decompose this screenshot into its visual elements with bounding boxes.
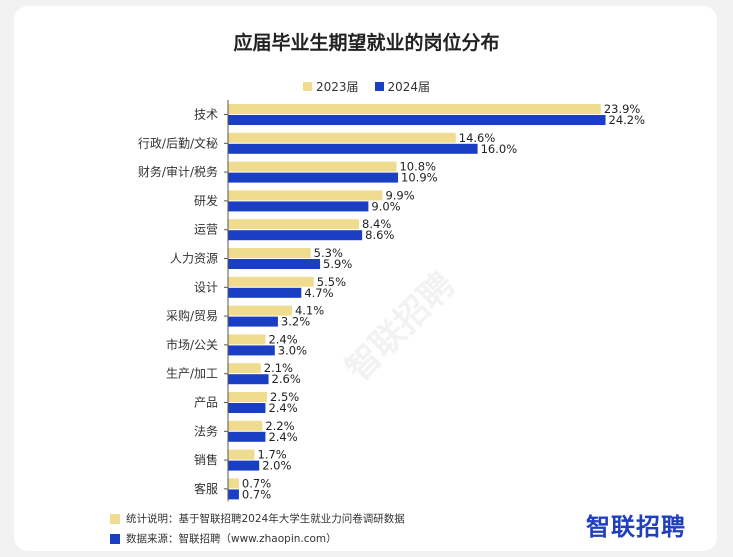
footer-source-swatch [110, 533, 120, 544]
footer-source-text: 数据来源：智联招聘（www.zhaopin.com） [126, 533, 337, 545]
data-label: 0.7% [242, 487, 271, 501]
category-label: 运营 [194, 223, 218, 237]
brand-logo: 智联招聘 [586, 513, 686, 541]
bar-2024届-财务/审计/税务 [228, 172, 399, 183]
bar-2023届-研发 [228, 190, 383, 201]
bar-2023届-运营 [228, 219, 360, 230]
bar-2024届-法务 [228, 431, 266, 442]
bar-2024届-采购/贸易 [228, 316, 278, 327]
data-label: 3.2% [281, 315, 310, 329]
category-label: 人力资源 [170, 252, 218, 266]
data-label: 5.3% [314, 246, 343, 260]
data-label: 9.9% [385, 188, 414, 202]
bar-2024届-生产/加工 [228, 374, 269, 385]
data-label: 5.5% [317, 275, 346, 289]
data-label: 2.6% [272, 372, 301, 386]
legend-swatch-2024 [374, 82, 384, 91]
bar-2023届-财务/审计/税务 [228, 161, 397, 172]
bar-2024届-研发 [228, 201, 369, 212]
category-label: 产品 [194, 396, 218, 410]
data-label: 2.1% [264, 361, 293, 375]
data-label: 24.2% [609, 113, 646, 127]
category-label: 行政/后勤/文秘 [138, 135, 218, 150]
data-label: 2.4% [268, 401, 297, 415]
chart-legend: 2023届 2024届 [0, 78, 733, 95]
bar-2024届-行政/后勤/文秘 [228, 143, 478, 154]
bar-2024届-人力资源 [228, 259, 321, 269]
data-label: 8.4% [362, 217, 391, 231]
footer-method-text: 统计说明：基于智联招聘2024年大学生就业力问卷调研数据 [126, 513, 405, 525]
bar-2024届-客服 [228, 489, 239, 500]
category-label: 销售 [194, 452, 218, 467]
data-label: 0.7% [242, 476, 271, 490]
category-label: 市场/公关 [166, 337, 218, 352]
category-label: 技术 [194, 108, 218, 122]
category-label: 设计 [194, 280, 218, 294]
data-label: 8.6% [365, 228, 394, 242]
data-label: 1.7% [258, 448, 287, 462]
category-label: 生产/加工 [166, 367, 218, 381]
bar-2024届-市场/公关 [228, 345, 275, 356]
data-label: 14.6% [459, 131, 496, 145]
bar-2023届-设计 [228, 276, 314, 287]
data-label: 2.4% [268, 332, 297, 346]
footer-source: 数据来源：智联招聘（www.zhaopin.com） [110, 531, 337, 546]
bar-2023届-行政/后勤/文秘 [228, 132, 456, 143]
data-label: 16.0% [481, 142, 518, 156]
bar-2023届-技术 [228, 104, 601, 114]
bar-2023届-市场/公关 [228, 334, 266, 345]
bar-2023届-产品 [228, 392, 267, 402]
legend-item-2023: 2023届 [302, 78, 359, 95]
data-label: 2.4% [268, 430, 297, 444]
legend-item-2024: 2024届 [374, 78, 431, 95]
chart-title: 应届毕业生期望就业的岗位分布 [233, 32, 500, 54]
bar-2024届-设计 [228, 287, 302, 298]
data-label: 9.0% [371, 199, 400, 213]
legend-swatch-2023 [302, 82, 312, 91]
bar-2024届-技术 [228, 115, 606, 125]
category-label: 研发 [194, 193, 218, 208]
bar-2023届-法务 [228, 420, 263, 431]
category-label: 采购/贸易 [166, 308, 218, 323]
data-label: 10.8% [399, 160, 436, 174]
footer-method-swatch [110, 513, 120, 524]
footer-method: 统计说明：基于智联招聘2024年大学生就业力问卷调研数据 [110, 511, 405, 526]
data-label: 2.0% [262, 459, 291, 473]
data-label: 5.9% [323, 257, 352, 271]
data-label: 2.5% [270, 390, 299, 404]
category-label: 客服 [194, 481, 218, 496]
data-label: 4.1% [295, 304, 324, 318]
chart-card [14, 6, 717, 551]
bar-2024届-运营 [228, 230, 363, 241]
category-label: 法务 [194, 423, 218, 438]
bar-2024届-产品 [228, 403, 266, 413]
data-label: 3.0% [278, 343, 307, 357]
category-label: 财务/审计/税务 [138, 164, 218, 179]
legend-label-2024: 2024届 [387, 80, 431, 94]
bar-2024届-销售 [228, 460, 260, 471]
data-label: 4.7% [304, 286, 333, 300]
data-label: 2.2% [265, 419, 294, 433]
bar-2023届-生产/加工 [228, 363, 261, 374]
data-label: 23.9% [604, 102, 641, 116]
legend-label-2023: 2023届 [315, 80, 359, 94]
bar-2023届-销售 [228, 449, 255, 460]
bar-2023届-客服 [228, 478, 239, 489]
bar-2023届-人力资源 [228, 248, 311, 258]
bar-2023届-采购/贸易 [228, 305, 292, 316]
data-label: 10.9% [401, 171, 438, 185]
